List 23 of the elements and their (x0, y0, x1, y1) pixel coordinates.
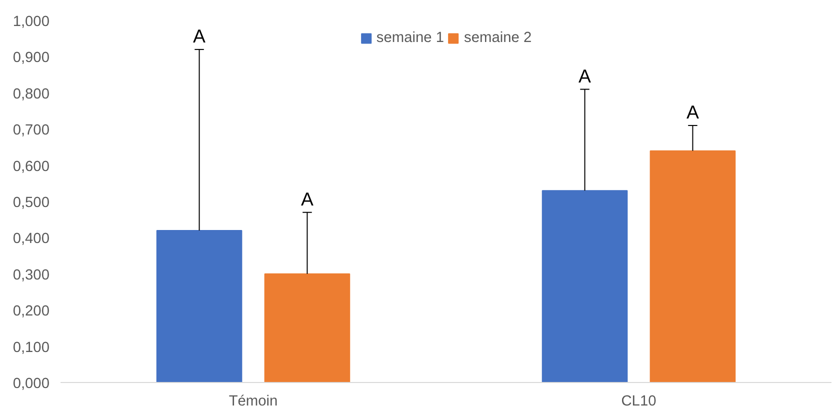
annotation: A (301, 188, 314, 210)
y-tick-label: 0,100 (12, 340, 50, 356)
annotation: A (578, 65, 592, 86)
annotation: A (686, 101, 700, 122)
x-tick-label: CL10 (621, 394, 656, 410)
bar (542, 190, 628, 382)
legend-label: semaine 2 (464, 30, 532, 46)
bar (156, 230, 242, 382)
y-tick-label: 0,400 (12, 231, 50, 248)
x-tick-label: Témoin (228, 394, 278, 410)
bar (264, 273, 350, 382)
y-tick-label: 0,800 (12, 86, 50, 102)
y-tick-label: 1,000 (12, 14, 50, 30)
y-tick-label: 0,500 (12, 195, 50, 211)
annotation: A (193, 25, 206, 46)
y-tick-label: 0,200 (12, 304, 50, 320)
legend-label: semaine 1 (376, 30, 444, 46)
y-tick-label: 0,000 (12, 376, 50, 392)
y-tick-label: 0,900 (12, 50, 50, 66)
y-tick-label: 0,600 (12, 158, 50, 175)
bar (650, 150, 736, 382)
y-tick-label: 0,700 (12, 122, 50, 139)
y-tick-label: 0,300 (12, 267, 50, 284)
